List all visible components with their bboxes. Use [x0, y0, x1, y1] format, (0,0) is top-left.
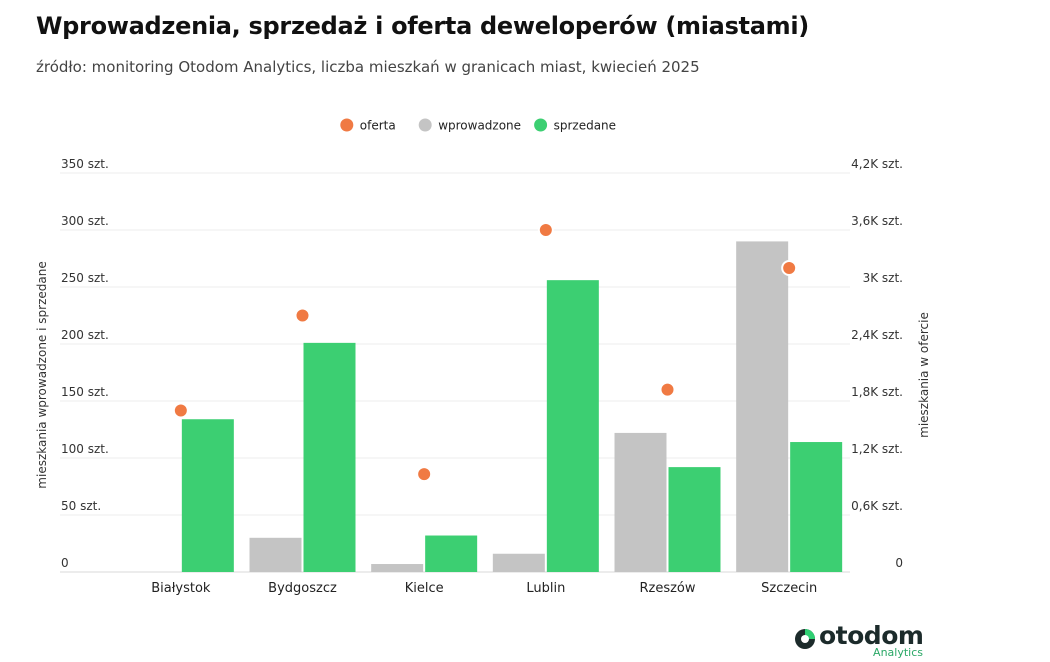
- point-oferta: [659, 381, 676, 398]
- y-left-tick-label: 50 szt.: [61, 499, 101, 513]
- point-oferta: [537, 222, 554, 238]
- bar-sprzedane: [303, 342, 356, 572]
- y-right-tick-label: 0: [895, 556, 903, 570]
- bar-sprzedane: [790, 442, 843, 572]
- y-left-tick-label: 100 szt.: [61, 442, 109, 456]
- x-tick-label: Kielce: [405, 581, 444, 596]
- y-left-tick-label: 200 szt.: [61, 328, 109, 342]
- y-left-tick-label: 250 szt.: [61, 271, 109, 285]
- legend-marker-oferta: [340, 118, 354, 132]
- point-oferta: [172, 402, 189, 419]
- legend-label-wprowadzone: wprowadzone: [438, 119, 521, 133]
- y-right-tick-label: 0,6K szt.: [851, 499, 903, 513]
- otodom-logo-icon: [795, 629, 815, 649]
- point-oferta: [416, 466, 433, 483]
- legend-label-sprzedane: sprzedane: [554, 119, 616, 133]
- logo-wordmark: otodom: [819, 621, 924, 650]
- y-left-tick-label: 350 szt.: [61, 157, 109, 171]
- point-oferta: [294, 307, 311, 324]
- bar-wprowadzone: [492, 553, 545, 572]
- y-right-tick-label: 3,6K szt.: [851, 214, 903, 228]
- y-left-tick-label: 300 szt.: [61, 214, 109, 228]
- legend-marker-wprowadzone: [418, 118, 432, 132]
- x-tick-label: Bydgoszcz: [268, 581, 337, 596]
- chart-title: Wprowadzenia, sprzedaż i oferta dewelope…: [36, 12, 809, 40]
- otodom-logo: otodom Analytics: [793, 620, 933, 660]
- y-right-tick-label: 2,4K szt.: [851, 328, 903, 342]
- bar-wprowadzone: [249, 537, 302, 572]
- y-left-axis-label: mieszkania wprowadzone i sprzedane: [35, 261, 49, 488]
- x-tick-label: Lublin: [526, 581, 565, 596]
- chart-subtitle: źródło: monitoring Otodom Analytics, lic…: [36, 58, 700, 76]
- bar-wprowadzone: [371, 564, 424, 572]
- y-right-tick-label: 1,8K szt.: [851, 385, 903, 399]
- y-right-axis-label: mieszkania w ofercie: [917, 312, 931, 438]
- bar-sprzedane: [425, 535, 478, 572]
- logo-subtitle: Analytics: [873, 646, 923, 659]
- bar-sprzedane: [181, 419, 234, 572]
- bar-wprowadzone: [614, 432, 667, 572]
- y-right-tick-label: 1,2K szt.: [851, 442, 903, 456]
- bar-sprzedane: [546, 280, 599, 572]
- point-oferta: [781, 260, 798, 276]
- x-tick-label: Rzeszów: [639, 581, 695, 596]
- x-tick-label: Białystok: [151, 581, 211, 596]
- x-tick-label: Szczecin: [761, 581, 817, 596]
- y-right-tick-label: 4,2K szt.: [851, 157, 903, 171]
- bar-sprzedane: [668, 467, 721, 572]
- y-left-tick-label: 0: [61, 556, 69, 570]
- y-right-tick-label: 3K szt.: [863, 271, 903, 285]
- bar-wprowadzone: [736, 241, 789, 572]
- legend-label-oferta: oferta: [360, 119, 396, 133]
- legend-marker-sprzedane: [534, 118, 548, 132]
- y-left-tick-label: 150 szt.: [61, 385, 109, 399]
